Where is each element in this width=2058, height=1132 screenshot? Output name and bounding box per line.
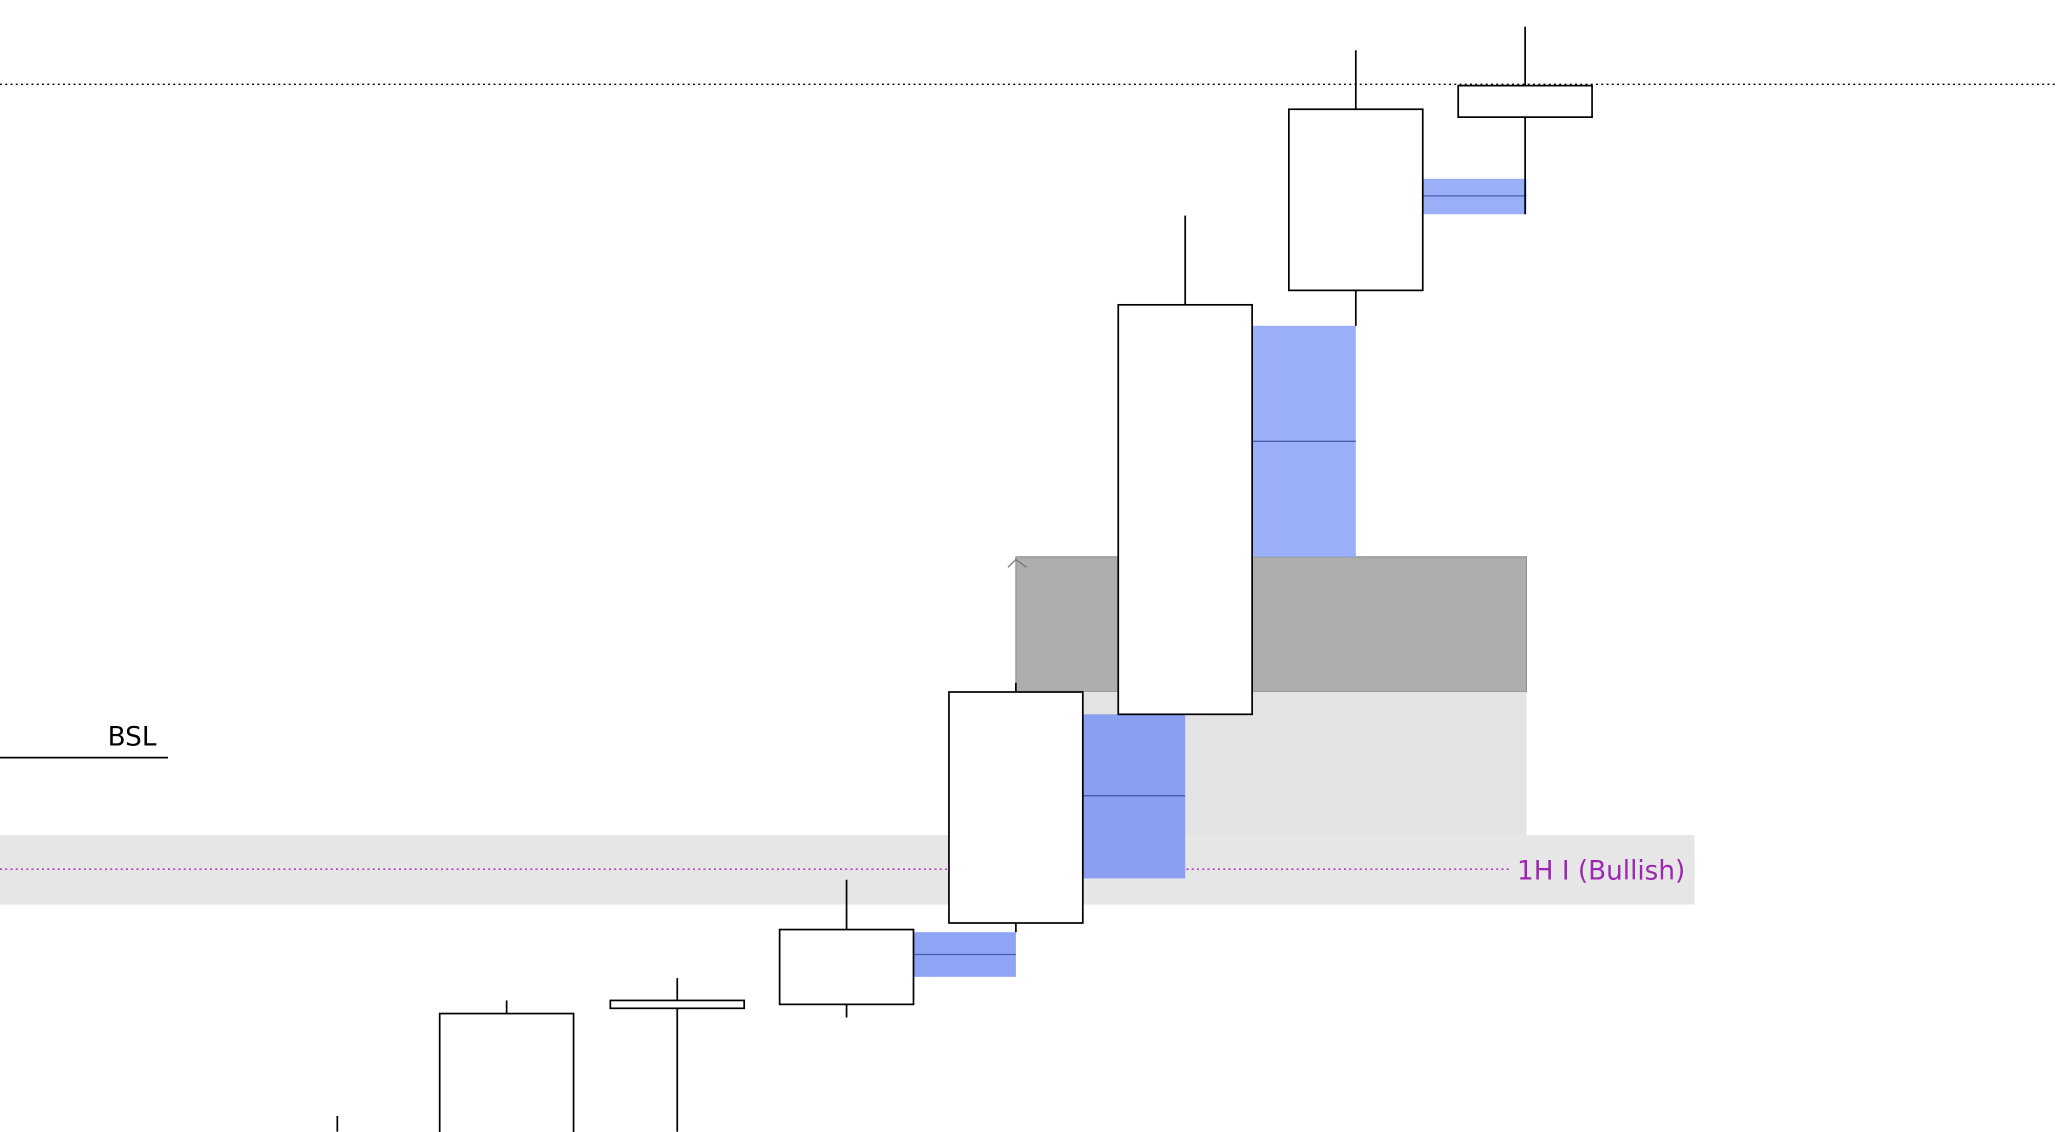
- candle-body: [948, 691, 1084, 924]
- candle-body: [778, 928, 915, 1006]
- fvg-group: [913, 178, 1527, 977]
- candles: [336, 26, 1593, 1132]
- order-block: [1015, 556, 1527, 693]
- marker: [1007, 558, 1027, 568]
- bsl-label: BSL: [108, 722, 157, 752]
- candle-body: [1288, 108, 1424, 292]
- zone-label: 1H I (Bullish): [1517, 856, 1685, 886]
- candle-body: [1457, 84, 1593, 118]
- candle-body: [609, 999, 746, 1010]
- candle-body: [1117, 303, 1253, 716]
- candle-body: [438, 1012, 575, 1132]
